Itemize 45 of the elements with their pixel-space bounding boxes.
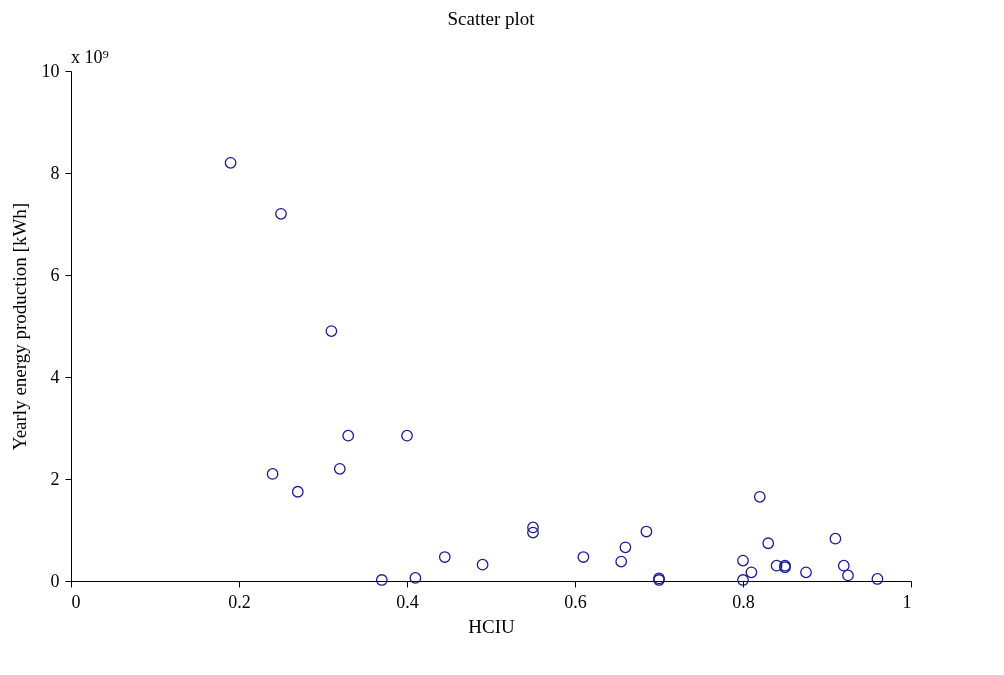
point xyxy=(527,521,539,534)
y-axis-title: Yearly energy production [kWh] xyxy=(8,202,30,451)
point xyxy=(619,541,632,554)
point xyxy=(837,559,850,572)
point xyxy=(527,526,539,539)
x-tick-label: 0.4 xyxy=(396,591,419,612)
point xyxy=(409,572,422,584)
point xyxy=(266,468,279,480)
point xyxy=(342,429,355,442)
y-tick-label: 2 xyxy=(50,468,60,489)
point xyxy=(842,569,854,582)
x-axis-title: HCIU xyxy=(468,615,515,637)
x-tick-label: 1 xyxy=(902,591,912,612)
y-tick-label: 8 xyxy=(50,162,60,183)
text: x 10⁹ xyxy=(71,47,109,67)
point xyxy=(577,551,590,563)
y-tick-label: 10 xyxy=(41,60,60,81)
point xyxy=(762,537,775,550)
point xyxy=(333,462,346,475)
point xyxy=(745,566,758,579)
point xyxy=(829,532,842,545)
point xyxy=(640,525,653,538)
point xyxy=(224,156,237,169)
point xyxy=(275,207,287,220)
y-tick-label: 6 xyxy=(50,264,60,285)
x-tick-label: 0.6 xyxy=(564,591,587,612)
point xyxy=(871,573,884,585)
point xyxy=(476,558,489,571)
point xyxy=(615,555,628,568)
point xyxy=(800,566,812,579)
y-tick-label: 0 xyxy=(50,570,60,591)
point xyxy=(291,485,304,498)
point xyxy=(438,551,451,563)
x-tick-label: 0.2 xyxy=(228,591,251,612)
point xyxy=(401,429,413,442)
point xyxy=(770,559,783,572)
point xyxy=(737,574,749,586)
x-tick-label: 0 xyxy=(71,591,81,612)
chart-title: Scatter plot xyxy=(447,8,536,29)
point xyxy=(375,574,388,586)
point xyxy=(325,325,338,337)
point xyxy=(737,554,749,567)
y-tick-label: 4 xyxy=(50,366,60,387)
point xyxy=(753,490,766,503)
x-tick-label: 0.8 xyxy=(732,591,755,612)
